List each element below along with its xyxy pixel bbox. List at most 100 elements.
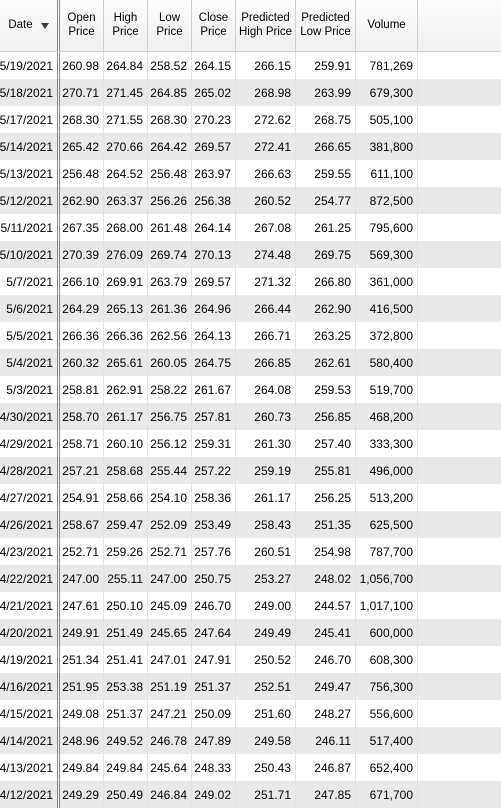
cell-phigh: 272.62 xyxy=(236,106,296,133)
col-header-volume[interactable]: Volume xyxy=(356,0,418,51)
cell-volume: 381,800 xyxy=(356,133,418,160)
cell-date: 5/7/2021 xyxy=(0,268,60,295)
table-row[interactable]: 5/6/2021264.29265.13261.36264.96266.4426… xyxy=(0,295,501,322)
table-row[interactable]: 4/30/2021258.70261.17256.75257.81260.732… xyxy=(0,403,501,430)
cell-open: 247.00 xyxy=(60,565,104,592)
cell-phigh: 258.43 xyxy=(236,511,296,538)
cell-high: 249.84 xyxy=(104,754,148,781)
table-row[interactable]: 5/12/2021262.90263.37256.26256.38260.522… xyxy=(0,187,501,214)
table-row[interactable]: 4/15/2021249.08251.37247.21250.09251.602… xyxy=(0,700,501,727)
table-row[interactable]: 4/19/2021251.34251.41247.01247.91250.522… xyxy=(0,646,501,673)
cell-open: 252.71 xyxy=(60,538,104,565)
table-row[interactable]: 5/13/2021256.48264.52256.48263.97266.632… xyxy=(0,160,501,187)
cell-volume: 872,500 xyxy=(356,187,418,214)
cell-low: 261.36 xyxy=(148,295,192,322)
cell-date: 5/6/2021 xyxy=(0,295,60,322)
body-rows: 5/19/2021260.98264.84258.52264.15266.152… xyxy=(0,52,501,808)
col-header-high[interactable]: High Price xyxy=(104,0,148,51)
table-row[interactable]: 4/29/2021258.71260.10256.12259.31261.302… xyxy=(0,430,501,457)
table-row[interactable]: 4/22/2021247.00255.11247.00250.75253.272… xyxy=(0,565,501,592)
col-header-date[interactable]: Date xyxy=(0,0,60,51)
col-header-open[interactable]: Open Price xyxy=(60,0,104,51)
cell-date: 5/11/2021 xyxy=(0,214,60,241)
cell-plow: 245.41 xyxy=(296,619,356,646)
cell-open: 254.91 xyxy=(60,484,104,511)
cell-open: 266.10 xyxy=(60,268,104,295)
table-row[interactable]: 5/19/2021260.98264.84258.52264.15266.152… xyxy=(0,52,501,79)
table-row[interactable]: 4/21/2021247.61250.10245.09246.70249.002… xyxy=(0,592,501,619)
table-row[interactable]: 4/27/2021254.91258.66254.10258.36261.172… xyxy=(0,484,501,511)
cell-phigh: 266.15 xyxy=(236,52,296,79)
col-header-phigh[interactable]: Predicted High Price xyxy=(236,0,296,51)
col-header-label: Predicted High Price xyxy=(238,12,293,38)
data-grid: DateOpen PriceHigh PriceLow PriceClose P… xyxy=(0,0,501,808)
cell-phigh: 266.85 xyxy=(236,349,296,376)
cell-low: 247.21 xyxy=(148,700,192,727)
table-row[interactable]: 5/10/2021270.39276.09269.74270.13274.482… xyxy=(0,241,501,268)
cell-volume: 787,700 xyxy=(356,538,418,565)
cell-high: 249.52 xyxy=(104,727,148,754)
cell-phigh: 260.51 xyxy=(236,538,296,565)
cell-plow: 263.99 xyxy=(296,79,356,106)
cell-high: 261.17 xyxy=(104,403,148,430)
table-row[interactable]: 4/28/2021257.21258.68255.44257.22259.192… xyxy=(0,457,501,484)
cell-low: 264.42 xyxy=(148,133,192,160)
col-header-plow[interactable]: Predicted Low Price xyxy=(296,0,356,51)
cell-volume: 468,200 xyxy=(356,403,418,430)
table-row[interactable]: 5/3/2021258.81262.91258.22261.67264.0825… xyxy=(0,376,501,403)
cell-open: 251.95 xyxy=(60,673,104,700)
cell-open: 262.90 xyxy=(60,187,104,214)
table-row[interactable]: 5/14/2021265.42270.66264.42269.57272.412… xyxy=(0,133,501,160)
table-row[interactable]: 5/18/2021270.71271.45264.85265.02268.982… xyxy=(0,79,501,106)
table-row[interactable]: 4/26/2021258.67259.47252.09253.49258.432… xyxy=(0,511,501,538)
table-row[interactable]: 5/7/2021266.10269.91263.79269.57271.3226… xyxy=(0,268,501,295)
cell-close: 261.67 xyxy=(192,376,236,403)
table-row[interactable]: 4/13/2021249.84249.84245.64248.33250.432… xyxy=(0,754,501,781)
cell-low: 264.85 xyxy=(148,79,192,106)
cell-date: 4/27/2021 xyxy=(0,484,60,511)
cell-plow: 246.11 xyxy=(296,727,356,754)
cell-open: 256.48 xyxy=(60,160,104,187)
table-row[interactable]: 5/11/2021267.35268.00261.48264.14267.082… xyxy=(0,214,501,241)
table-row[interactable]: 4/23/2021252.71259.26252.71257.76260.512… xyxy=(0,538,501,565)
cell-phigh: 259.19 xyxy=(236,457,296,484)
cell-open: 258.67 xyxy=(60,511,104,538)
cell-plow: 246.70 xyxy=(296,646,356,673)
cell-volume: 569,300 xyxy=(356,241,418,268)
cell-phigh: 249.00 xyxy=(236,592,296,619)
cell-date: 4/15/2021 xyxy=(0,700,60,727)
cell-plow: 259.91 xyxy=(296,52,356,79)
cell-high: 251.37 xyxy=(104,700,148,727)
cell-plow: 259.55 xyxy=(296,160,356,187)
table-row[interactable]: 4/20/2021249.91251.49245.65247.64249.492… xyxy=(0,619,501,646)
cell-low: 245.65 xyxy=(148,619,192,646)
cell-plow: 254.98 xyxy=(296,538,356,565)
cell-plow: 262.61 xyxy=(296,349,356,376)
table-row[interactable]: 5/4/2021260.32265.61260.05264.75266.8526… xyxy=(0,349,501,376)
col-header-low[interactable]: Low Price xyxy=(148,0,192,51)
cell-open: 248.96 xyxy=(60,727,104,754)
cell-date: 4/29/2021 xyxy=(0,430,60,457)
table-row[interactable]: 4/14/2021248.96249.52246.78247.89249.582… xyxy=(0,727,501,754)
cell-close: 246.70 xyxy=(192,592,236,619)
cell-phigh: 249.58 xyxy=(236,727,296,754)
cell-open: 258.70 xyxy=(60,403,104,430)
cell-close: 265.02 xyxy=(192,79,236,106)
cell-low: 262.56 xyxy=(148,322,192,349)
cell-volume: 756,300 xyxy=(356,673,418,700)
cell-phigh: 260.73 xyxy=(236,403,296,430)
cell-close: 263.97 xyxy=(192,160,236,187)
table-row[interactable]: 5/5/2021266.36266.36262.56264.13266.7126… xyxy=(0,322,501,349)
cell-open: 270.39 xyxy=(60,241,104,268)
cell-low: 258.52 xyxy=(148,52,192,79)
table-row[interactable]: 4/16/2021251.95253.38251.19251.37252.512… xyxy=(0,673,501,700)
cell-high: 265.61 xyxy=(104,349,148,376)
cell-high: 251.49 xyxy=(104,619,148,646)
cell-high: 269.91 xyxy=(104,268,148,295)
cell-plow: 266.65 xyxy=(296,133,356,160)
table-row[interactable]: 5/17/2021268.30271.55268.30270.23272.622… xyxy=(0,106,501,133)
cell-phigh: 250.43 xyxy=(236,754,296,781)
cell-close: 250.75 xyxy=(192,565,236,592)
cell-date: 4/26/2021 xyxy=(0,511,60,538)
col-header-close[interactable]: Close Price xyxy=(192,0,236,51)
